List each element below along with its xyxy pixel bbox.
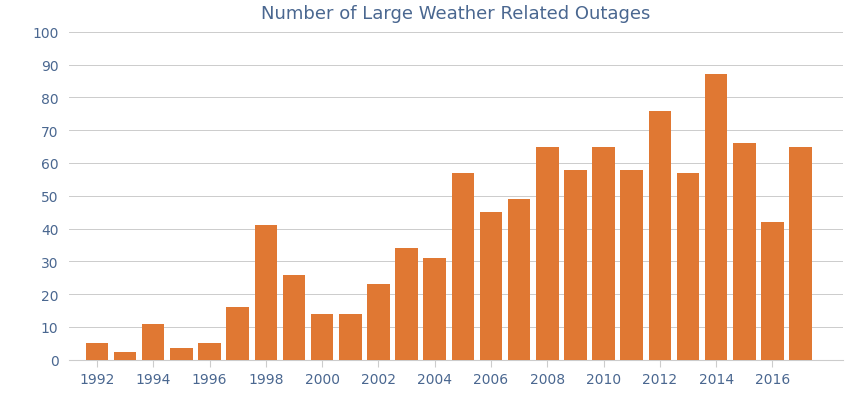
Bar [620, 170, 643, 360]
Bar [733, 144, 756, 360]
Bar [86, 344, 108, 360]
Bar [423, 258, 446, 360]
Bar [199, 344, 221, 360]
Bar [255, 226, 277, 360]
Bar [508, 200, 531, 360]
Bar [761, 222, 783, 360]
Bar [677, 173, 699, 360]
Bar [705, 75, 728, 360]
Bar [593, 147, 615, 360]
Bar [452, 173, 474, 360]
Bar [142, 324, 164, 360]
Bar [396, 249, 418, 360]
Bar [564, 170, 587, 360]
Bar [310, 314, 334, 360]
Bar [480, 213, 502, 360]
Bar [789, 147, 812, 360]
Bar [283, 275, 305, 360]
Bar [367, 285, 390, 360]
Bar [536, 147, 558, 360]
Bar [170, 348, 193, 360]
Title: Number of Large Weather Related Outages: Number of Large Weather Related Outages [261, 5, 650, 23]
Bar [339, 314, 361, 360]
Bar [226, 308, 249, 360]
Bar [114, 352, 137, 360]
Bar [648, 111, 671, 360]
